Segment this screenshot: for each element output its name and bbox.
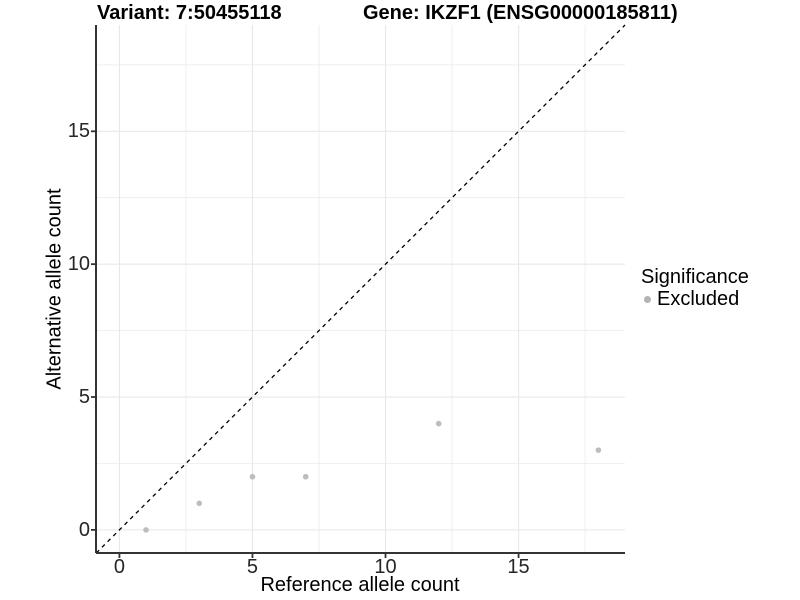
plot-title-variant: Variant: 7:50455118 — [97, 2, 282, 24]
legend-title: Significance — [641, 266, 749, 288]
legend-item-excluded: Excluded — [644, 289, 749, 310]
data-point — [302, 473, 309, 480]
y-tick-label: 5 — [78, 386, 90, 409]
x-tick-label: 10 — [374, 556, 397, 578]
y-tick-label: 10 — [67, 253, 90, 276]
y-tick-label: 0 — [78, 518, 90, 541]
identity-reference-line — [95, 24, 626, 554]
x-tick-label: 5 — [246, 556, 259, 578]
data-point — [249, 473, 256, 480]
plot-title-gene: Gene: IKZF1 (ENSG00000185811) — [363, 2, 678, 24]
legend-point-icon — [644, 296, 651, 303]
x-tick-label: 0 — [113, 556, 125, 578]
legend: Significance Excluded — [640, 267, 749, 310]
y-axis-title: Alternative allele count — [43, 188, 66, 390]
data-point — [595, 447, 602, 453]
data-point — [435, 420, 442, 427]
x-axis-title: Reference allele count — [260, 574, 460, 596]
legend-item-label: Excluded — [657, 288, 740, 310]
data-point — [143, 527, 149, 533]
x-tick-label: 15 — [507, 556, 530, 578]
y-tick-label: 15 — [67, 120, 90, 143]
data-point — [196, 500, 203, 507]
